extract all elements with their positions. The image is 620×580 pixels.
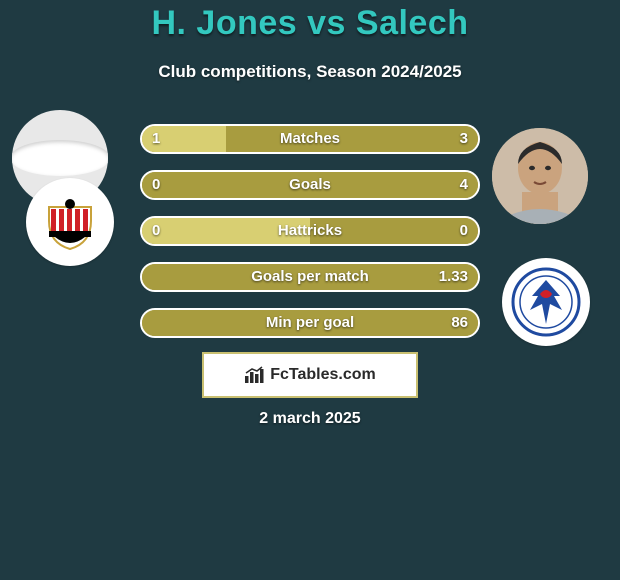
club-right-icon <box>510 266 582 338</box>
chart-icon <box>244 366 264 384</box>
stat-row-min-per-goal: 86Min per goal <box>140 308 480 338</box>
brand-text: FcTables.com <box>270 366 376 384</box>
brand-box[interactable]: FcTables.com <box>202 352 418 398</box>
bar-label: Hattricks <box>142 218 478 244</box>
stat-row-goals-per-match: 1.33Goals per match <box>140 262 480 292</box>
bar-label: Min per goal <box>142 310 478 336</box>
club-right-badge <box>502 258 590 346</box>
player-right-photo <box>492 128 588 224</box>
club-left-icon <box>35 187 105 257</box>
page-title: H. Jones vs Salech <box>0 4 620 43</box>
bar-label: Matches <box>142 126 478 152</box>
bar-label: Goals <box>142 172 478 198</box>
stat-row-matches: 13Matches <box>140 124 480 154</box>
comparison-card: H. Jones vs Salech Club competitions, Se… <box>0 0 620 580</box>
subtitle: Club competitions, Season 2024/2025 <box>0 62 620 82</box>
stats-bars: 13Matches 04Goals 00Hattricks 1.33Goals per… <box>140 124 480 354</box>
stat-row-goals: 04Goals <box>140 170 480 200</box>
stat-row-hattricks: 00Hattricks <box>140 216 480 246</box>
date-text: 2 march 2025 <box>0 410 620 428</box>
bar-label: Goals per match <box>142 264 478 290</box>
club-left-badge <box>26 178 114 266</box>
face-icon <box>492 128 588 224</box>
